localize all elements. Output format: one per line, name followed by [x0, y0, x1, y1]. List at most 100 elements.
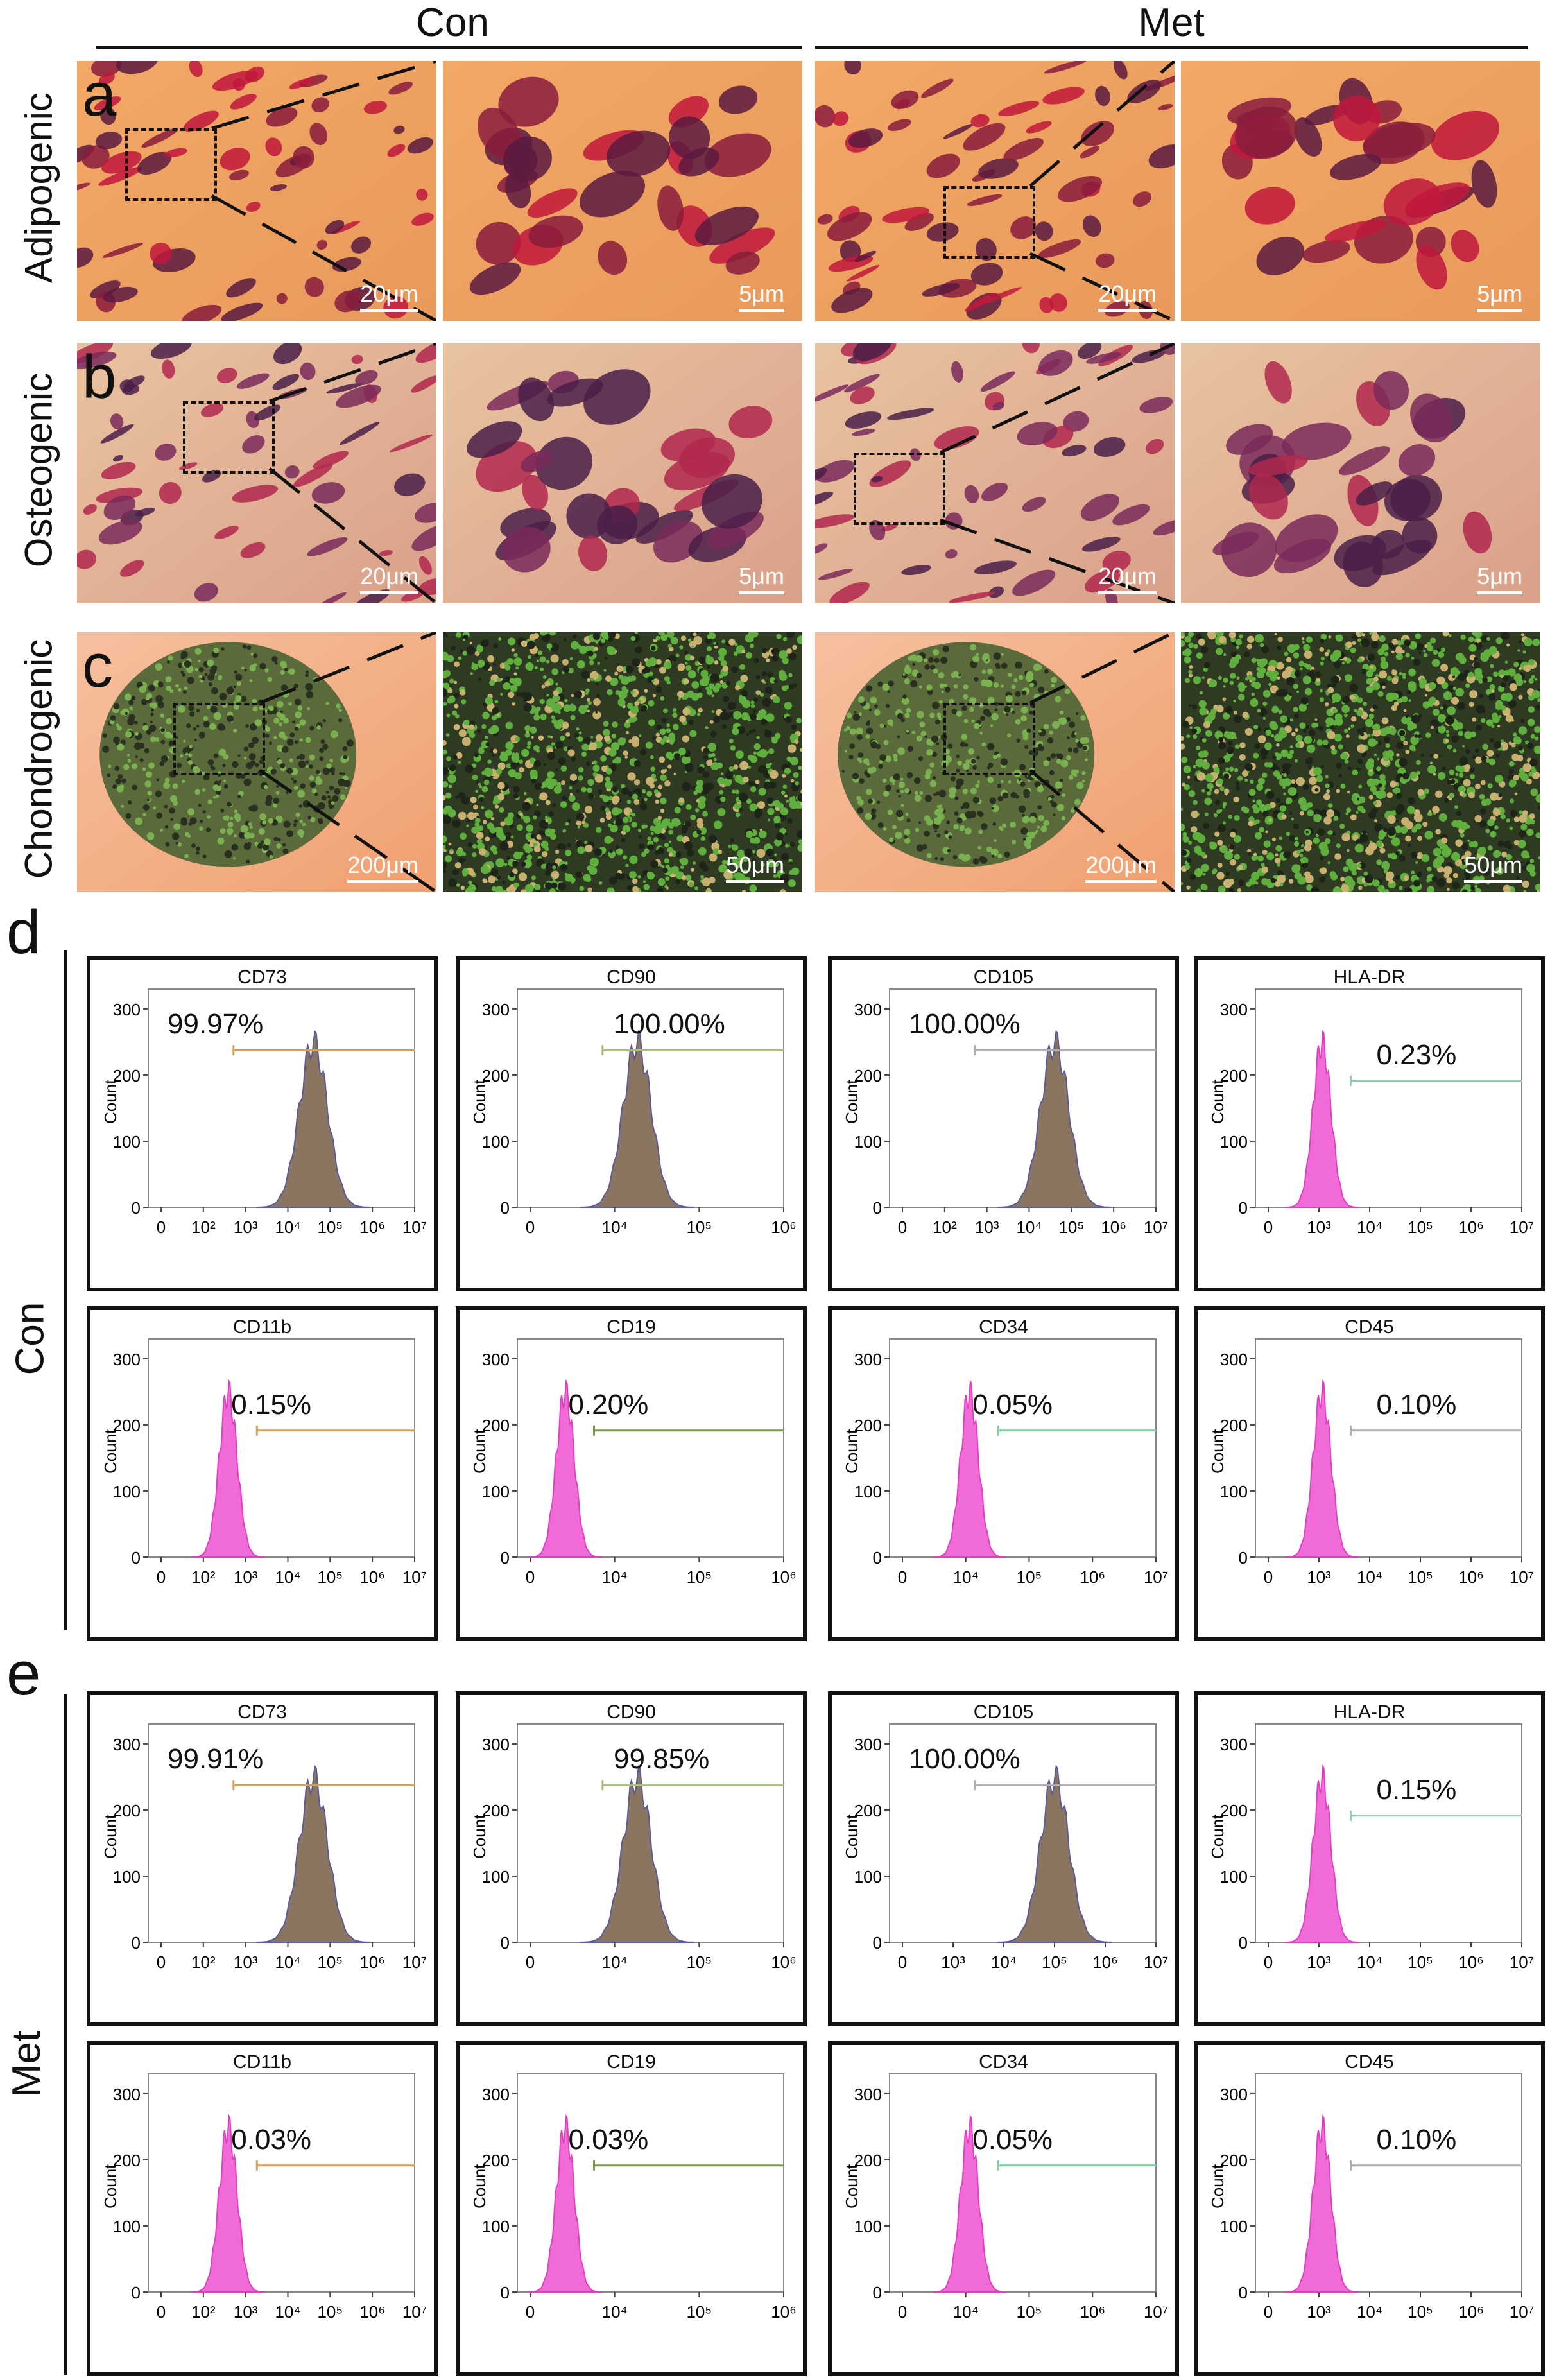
x-tick-label: 10⁶	[1458, 2302, 1484, 2322]
x-tick-label: 10⁵	[1408, 1218, 1433, 1237]
x-tick-label: 10³	[941, 1953, 965, 1972]
x-tick-label: 10³	[1307, 1953, 1331, 1972]
micrograph-c-0: 200μm	[77, 632, 436, 892]
x-tick-label: 10⁴	[602, 1567, 628, 1587]
x-tick-label: 10⁷	[1144, 1218, 1168, 1237]
x-tick-label: 0	[157, 2302, 166, 2322]
x-tick-label: 10⁷	[1510, 1218, 1534, 1237]
scale-bar: 50μm	[1464, 852, 1522, 883]
y-axis-label: Count	[842, 1079, 861, 1124]
y-tick-label: 0	[501, 2283, 510, 2302]
histogram-peak	[580, 1764, 694, 1943]
scale-bar-label: 5μm	[1477, 280, 1522, 307]
x-tick-label: 10⁷	[402, 2302, 427, 2322]
histogram-plot: 0 100 200 300 Count 0 10² 10³ 10⁴ 10⁵ 10⁶ 10⁷	[101, 988, 427, 1237]
x-tick-label: 10²	[191, 1953, 216, 1972]
y-tick-label: 100	[113, 2217, 141, 2236]
x-tick-label: 10⁴	[275, 1218, 300, 1237]
y-tick-label: 0	[873, 1933, 882, 1953]
y-tick-label: 200	[482, 2151, 510, 2170]
row-label-osteogenic: Osteogenic	[17, 372, 60, 567]
scale-bar-label: 20μm	[360, 563, 418, 589]
y-tick-label: 0	[1239, 1548, 1248, 1567]
histogram-plot: 0 100 200 300 Count 0 10⁴ 10⁵ 10⁶	[470, 2073, 797, 2322]
y-tick-label: 100	[854, 1132, 882, 1151]
gate-percent: 100.00%	[909, 1743, 1020, 1775]
y-axis-label: Count	[101, 1079, 120, 1124]
x-tick-label: 0	[898, 1218, 907, 1237]
scale-bar-label: 5μm	[739, 280, 784, 307]
zoom-region-box	[173, 703, 265, 775]
zoom-region-box	[125, 128, 217, 201]
x-tick-label: 0	[526, 1218, 535, 1237]
histogram-plot: 0 100 200 300 Count 0 10³ 10⁴ 10⁵ 10⁶ 10⁷	[1208, 1338, 1534, 1587]
group-label-met: Met	[4, 2030, 49, 2098]
x-tick-label: 0	[1264, 2302, 1273, 2322]
x-tick-label: 10⁷	[402, 1953, 427, 1972]
y-tick-label: 200	[854, 1066, 882, 1085]
y-axis-label: Count	[1208, 1429, 1227, 1474]
gate-percent: 99.97%	[168, 1008, 264, 1040]
zoom-region-box	[943, 186, 1035, 259]
x-tick-label: 10⁴	[602, 2302, 628, 2322]
x-tick-label: 10⁴	[953, 1567, 979, 1587]
histogram-plot: 0 100 200 300 Count 0 10⁴ 10⁵ 10⁶	[470, 1338, 797, 1587]
histogram-title: CD11b	[232, 1316, 292, 1338]
y-tick-label: 100	[482, 1132, 510, 1151]
y-tick-label: 200	[482, 1066, 510, 1085]
micrograph-c-3: 50μm	[1181, 632, 1540, 892]
x-tick-label: 10³	[234, 2302, 258, 2322]
y-axis-label: Count	[1208, 1079, 1227, 1124]
x-tick-label: 10⁶	[771, 2302, 797, 2322]
plot-frame	[517, 1338, 784, 1558]
x-tick-label: 10³	[1307, 2302, 1331, 2322]
histogram-peak	[191, 1379, 265, 1558]
x-tick-label: 10⁵	[1058, 1218, 1084, 1237]
x-tick-label: 10²	[191, 1567, 216, 1587]
scale-bar-line	[726, 880, 784, 883]
y-tick-label: 100	[113, 1867, 141, 1886]
x-tick-label: 10⁵	[317, 2302, 343, 2322]
zoom-region-box	[183, 401, 275, 474]
x-tick-label: 10⁷	[1144, 1567, 1168, 1587]
y-tick-label: 200	[1220, 1416, 1248, 1435]
histogram-panel-con-cd45: CD45 0 100 200 300 Count 0 10³ 10⁴ 10⁵ 10⁶ 10⁷ 0.10%	[1194, 1306, 1545, 1641]
x-tick-label: 10⁵	[1042, 1953, 1067, 1972]
micrograph-image	[815, 343, 1175, 603]
y-tick-label: 0	[132, 1933, 141, 1953]
y-tick-label: 300	[854, 1350, 882, 1369]
histogram-panel-con-hla-dr: HLA-DR 0 100 200 300 Count 0 10³ 10⁴ 10⁵ 10⁶ 10⁷ 0.2…	[1194, 956, 1545, 1291]
y-tick-label: 0	[132, 2283, 141, 2302]
scale-bar-line	[1085, 880, 1157, 883]
y-tick-label: 200	[482, 1416, 510, 1435]
gate-percent: 100.00%	[614, 1008, 725, 1040]
scale-bar: 20μm	[1098, 563, 1157, 594]
scale-bar-label: 5μm	[1477, 563, 1522, 589]
y-axis-label: Count	[470, 1079, 489, 1124]
histogram-plot: 0 100 200 300 Count 0 10³ 10⁴ 10⁵ 10⁶ 10⁷	[1208, 988, 1534, 1237]
y-tick-label: 300	[1220, 1735, 1248, 1754]
micrograph-a-0: 20μm	[77, 61, 436, 321]
x-tick-label: 10⁵	[317, 1218, 343, 1237]
histogram-plot: 0 100 200 300 Count 0 10³ 10⁴ 10⁵ 10⁶ 10⁷	[1208, 2073, 1534, 2322]
y-tick-label: 200	[1220, 1066, 1248, 1085]
x-tick-label: 10⁵	[686, 2302, 712, 2322]
micrograph-image	[1181, 61, 1540, 321]
y-tick-label: 300	[1220, 2085, 1248, 2104]
y-tick-label: 300	[482, 1350, 510, 1369]
gate-percent: 99.91%	[168, 1743, 264, 1775]
y-tick-label: 100	[854, 1482, 882, 1501]
micrograph-image	[1181, 343, 1540, 603]
histogram-plot: 0 100 200 300 Count 0 10² 10³ 10⁴ 10⁵ 10⁶ 10⁷	[101, 1338, 427, 1587]
histogram-title: CD19	[607, 1316, 656, 1338]
scale-bar-line	[347, 880, 418, 883]
scale-bar: 200μm	[347, 852, 418, 883]
x-tick-label: 10⁵	[317, 1567, 343, 1587]
histogram-title: CD90	[607, 1702, 656, 1723]
x-tick-label: 10⁶	[1080, 1567, 1105, 1587]
x-tick-label: 10⁶	[359, 1567, 385, 1587]
y-axis-label: Count	[470, 1814, 489, 1859]
plot-frame	[889, 1338, 1157, 1558]
group-label-con: Con	[8, 1302, 53, 1375]
x-tick-label: 10³	[975, 1218, 999, 1237]
